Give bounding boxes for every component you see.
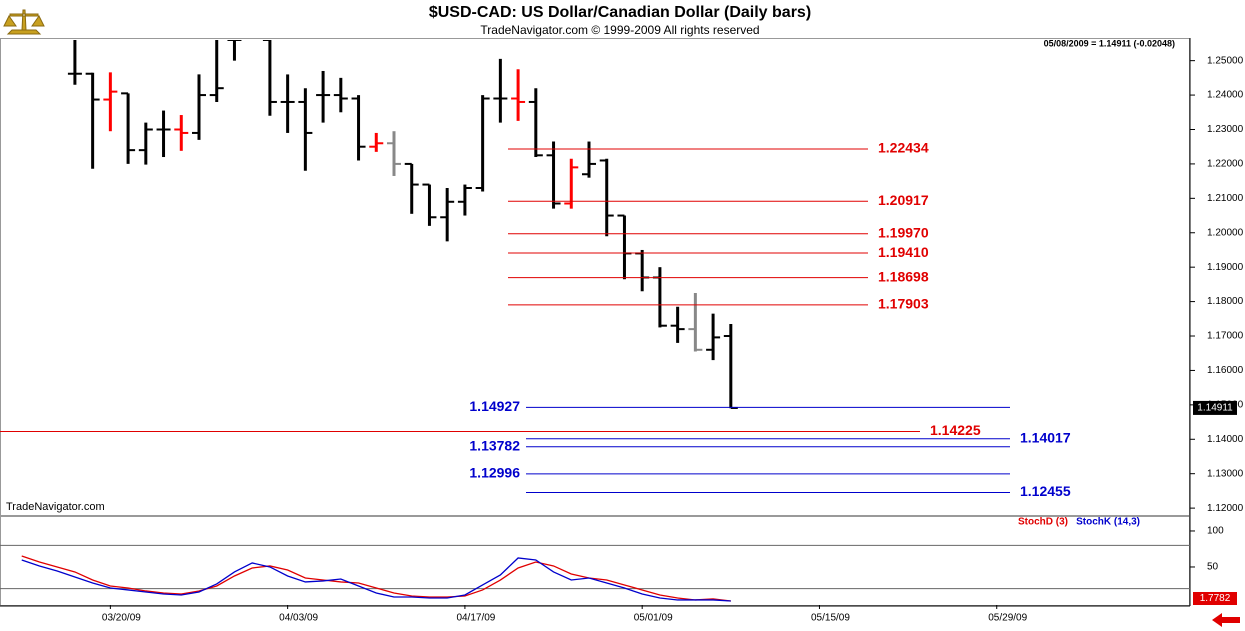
level-label: 1.14927 [469, 398, 520, 414]
logo [3, 9, 45, 35]
last-price-box [1193, 400, 1237, 415]
level-label: 1.14017 [1020, 429, 1071, 445]
level-label: 1.12455 [1020, 483, 1071, 499]
y-tick-label: 1.19000 [1207, 262, 1244, 273]
last-value-box [1193, 592, 1237, 605]
y-tick-label: 1.12000 [1207, 503, 1244, 514]
y-tick-label: 1.22000 [1207, 159, 1244, 170]
y-tick-label: 50 [1207, 562, 1219, 573]
y-tick-label: 1.17000 [1207, 331, 1244, 342]
y-tick-label: 100 [1207, 526, 1224, 537]
last-value-label: 1.7782 [1200, 593, 1231, 604]
y-tick-label: 1.14000 [1207, 434, 1244, 445]
level-label: 1.20917 [878, 192, 929, 208]
source: TradeNavigator.com [6, 501, 105, 513]
y-tick-label: 1.25000 [1207, 55, 1244, 66]
y-tick-label: 1.13000 [1207, 468, 1244, 479]
x-tick-label: 05/29/09 [988, 613, 1027, 624]
x-tick-label: 03/20/09 [102, 613, 141, 624]
x-tick-label: 05/01/09 [634, 613, 673, 624]
price-plot [67, 40, 738, 409]
price-readout: 05/08/2009 = 1.14911 (-0.02048) [1044, 38, 1175, 48]
scroll-arrow[interactable] [1212, 613, 1240, 627]
chart-subtitle: TradeNavigator.com © 1999-2009 All right… [480, 23, 759, 37]
level-label: 1.17903 [878, 296, 929, 312]
y-tick-label: 1.18000 [1207, 296, 1244, 307]
y-tick-label: 1.20000 [1207, 227, 1244, 238]
last-price-label: 1.14911 [1197, 403, 1233, 414]
y-tick-label: 1.23000 [1207, 124, 1244, 135]
x-tick-label: 04/03/09 [279, 613, 318, 624]
level-label: 1.22434 [878, 140, 929, 156]
level-label: 1.14225 [930, 422, 981, 438]
x-tick-label: 04/17/09 [456, 613, 495, 624]
level-label: 1.19970 [878, 224, 929, 240]
level-label: 1.19410 [878, 244, 929, 260]
y-tick-label: 1.21000 [1207, 193, 1244, 204]
level-label: 1.12996 [469, 465, 520, 481]
legend-entry: StochK (14,3) [1076, 517, 1140, 528]
stoch-line [21, 555, 731, 602]
x-tick-label: 05/15/09 [811, 613, 850, 624]
chart-title: $USD-CAD: US Dollar/Canadian Dollar (Dai… [429, 4, 811, 21]
y-tick-label: 1.24000 [1207, 90, 1244, 101]
legend-entry: StochD (3) [1018, 517, 1068, 528]
stoch-line [21, 557, 731, 602]
level-label: 1.13782 [469, 437, 520, 453]
y-tick-label: 1.16000 [1207, 365, 1244, 376]
level-label: 1.18698 [878, 268, 929, 284]
